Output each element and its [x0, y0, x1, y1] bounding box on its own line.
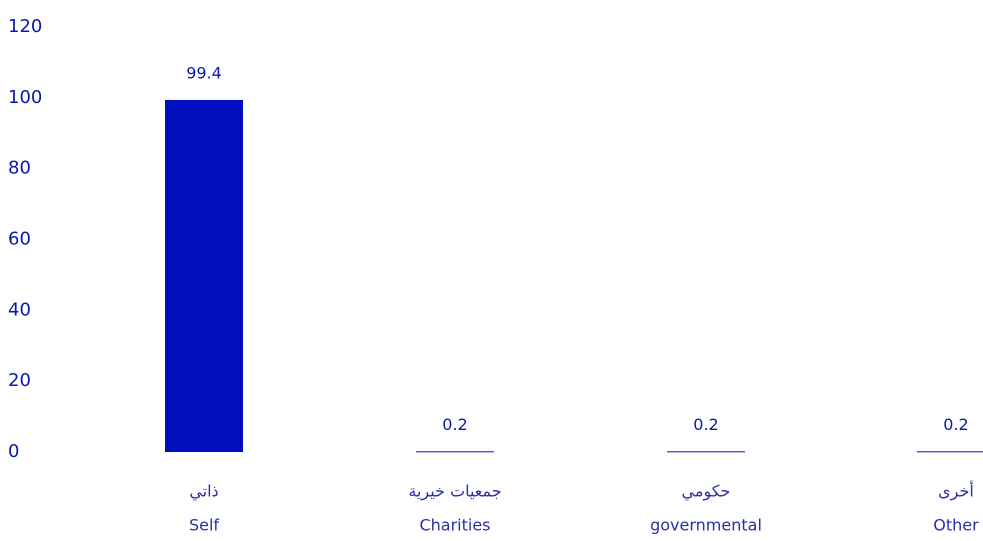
y-tick-label: 100 — [8, 87, 42, 108]
category-label: Self — [189, 516, 219, 535]
data-label: 0.2 — [442, 415, 467, 434]
y-tick-label: 20 — [8, 370, 31, 391]
y-axis: 0 20 40 60 80 100 120 — [8, 16, 42, 462]
bar-other — [917, 451, 983, 453]
data-label: 0.2 — [693, 415, 718, 434]
bar-governmental — [667, 451, 745, 453]
y-tick-label: 60 — [8, 229, 31, 250]
x-axis-labels: ذاتي Self جمعيات خيرية Charities حكومي govern… — [189, 481, 979, 535]
data-label: 0.2 — [943, 415, 968, 434]
bar-self — [165, 99, 243, 452]
data-labels: 99.4 0.2 0.2 0.2 — [186, 63, 969, 433]
category-label-ar: جمعيات خيرية — [408, 482, 501, 502]
bar-charities — [416, 451, 494, 453]
category-label: Charities — [419, 516, 490, 535]
y-tick-label: 80 — [8, 158, 31, 179]
category-label-ar: ذاتي — [189, 482, 218, 502]
y-tick-label: 0 — [8, 441, 19, 462]
y-tick-label: 40 — [8, 299, 31, 320]
category-label-ar: أخرى — [938, 481, 974, 502]
y-tick-label: 120 — [8, 16, 42, 37]
category-label-ar: حكومي — [682, 482, 731, 502]
data-label: 99.4 — [186, 63, 222, 82]
bars — [165, 99, 983, 453]
category-label: Other — [933, 516, 979, 535]
category-label: governmental — [650, 516, 762, 535]
